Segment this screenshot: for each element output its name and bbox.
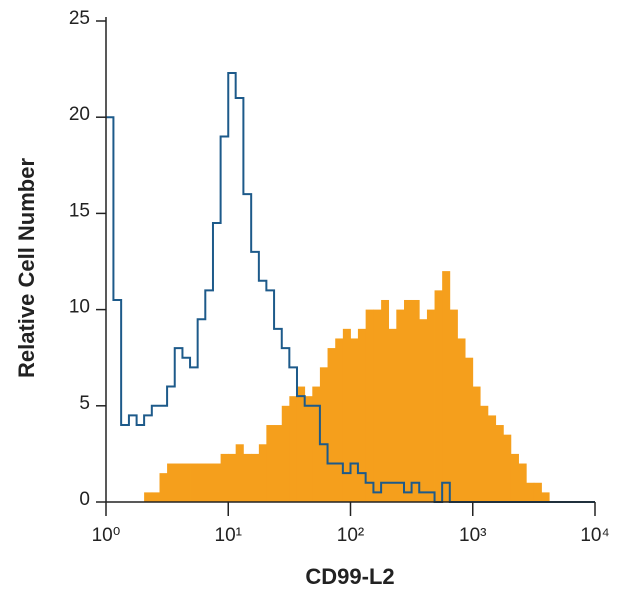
histogram-bar	[289, 396, 298, 502]
y-tick-label: 0	[79, 489, 90, 510]
y-tick-label: 15	[69, 200, 90, 221]
histogram-bar	[472, 386, 481, 502]
histogram-bar	[312, 386, 321, 502]
histogram-bar	[411, 299, 420, 502]
histogram-bar	[296, 386, 306, 502]
histogram-bar	[487, 415, 497, 502]
x-tick-label: 10⁰	[92, 525, 121, 546]
histogram-bar	[357, 328, 367, 502]
histogram-bar	[503, 434, 512, 502]
histogram-bar	[449, 309, 458, 502]
histogram-bar	[419, 319, 428, 502]
histogram-bar	[258, 444, 267, 502]
x-tick-label: 10⁴	[580, 525, 609, 546]
y-tick-label: 20	[69, 104, 90, 125]
histogram-bar	[396, 309, 405, 502]
histogram-bar	[182, 463, 191, 502]
histogram-bar	[190, 463, 199, 502]
y-tick-label: 10	[69, 297, 90, 318]
y-axis-label: Relative Cell Number	[14, 158, 39, 379]
histogram-bar	[350, 338, 359, 502]
histogram-bar	[457, 338, 466, 502]
histogram-bar	[212, 463, 222, 502]
histogram-bar	[144, 492, 153, 502]
histogram-bar	[319, 367, 328, 502]
x-tick-label: 10³	[459, 525, 486, 546]
histogram-bar	[381, 299, 390, 502]
histogram-bar	[304, 396, 313, 502]
histogram-bar	[243, 453, 252, 502]
histogram-bar	[335, 338, 344, 502]
histogram-bar	[480, 405, 489, 502]
histogram-bar	[327, 348, 336, 502]
histogram-bar	[388, 328, 397, 502]
histogram-bar	[510, 453, 519, 502]
histogram-bar	[281, 405, 290, 502]
x-tick-label: 10²	[337, 525, 364, 546]
histogram-bar	[442, 271, 451, 502]
histogram-bar	[526, 482, 535, 502]
histogram-bar	[274, 425, 283, 502]
histogram-bar	[373, 309, 382, 502]
histogram-bar	[228, 453, 237, 502]
histogram-bar	[266, 425, 275, 502]
histogram-bar	[205, 463, 214, 502]
histogram-bar	[220, 453, 229, 502]
histogram-bar	[518, 463, 527, 502]
histogram-bar	[533, 482, 542, 502]
histogram-bar	[465, 357, 474, 502]
histogram-bar	[174, 463, 183, 502]
histogram-bar	[495, 425, 504, 502]
histogram-bar	[197, 463, 206, 502]
x-axis-label: CD99-L2	[305, 564, 394, 589]
y-tick-label: 25	[69, 8, 90, 29]
x-tick-label: 10¹	[215, 525, 242, 546]
histogram-bar	[235, 444, 244, 502]
histogram-bar	[342, 328, 351, 502]
histogram-bar	[251, 453, 260, 502]
histogram-bar	[541, 492, 550, 502]
histogram-bar	[167, 463, 176, 502]
histogram-bar	[404, 299, 412, 502]
histogram-bar	[151, 492, 160, 502]
histogram-bar	[365, 309, 374, 502]
histogram-bar	[159, 473, 168, 502]
y-tick-label: 5	[79, 393, 90, 414]
histogram-bar	[426, 309, 435, 502]
histogram-bar	[434, 290, 443, 502]
